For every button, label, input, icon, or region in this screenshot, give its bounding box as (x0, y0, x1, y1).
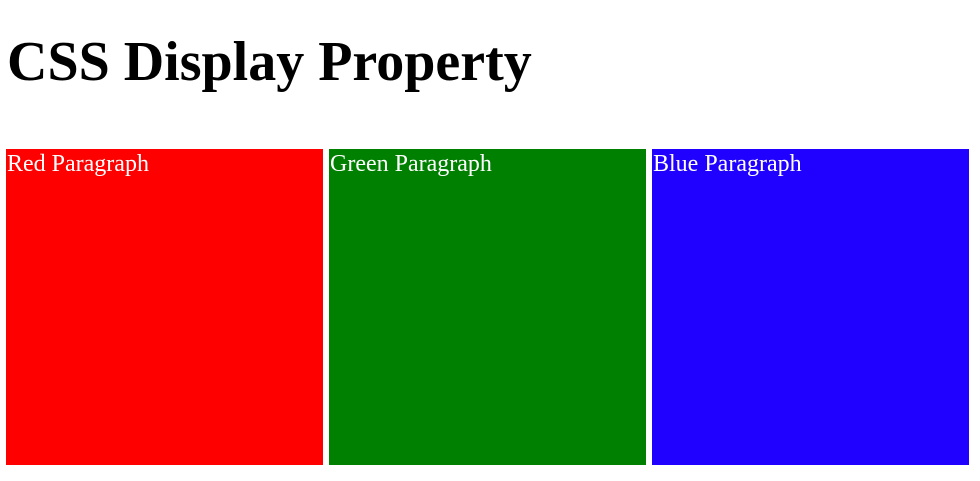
red-paragraph-box: Red Paragraph (6, 149, 323, 465)
paragraph-row: Red Paragraph Green Paragraph Blue Parag… (6, 149, 969, 465)
blue-paragraph-box: Blue Paragraph (652, 149, 969, 465)
green-paragraph-text: Green Paragraph (330, 151, 492, 177)
red-paragraph-text: Red Paragraph (7, 151, 149, 177)
page-title: CSS Display Property (7, 31, 532, 93)
green-paragraph-box: Green Paragraph (329, 149, 646, 465)
blue-paragraph-text: Blue Paragraph (653, 151, 802, 177)
